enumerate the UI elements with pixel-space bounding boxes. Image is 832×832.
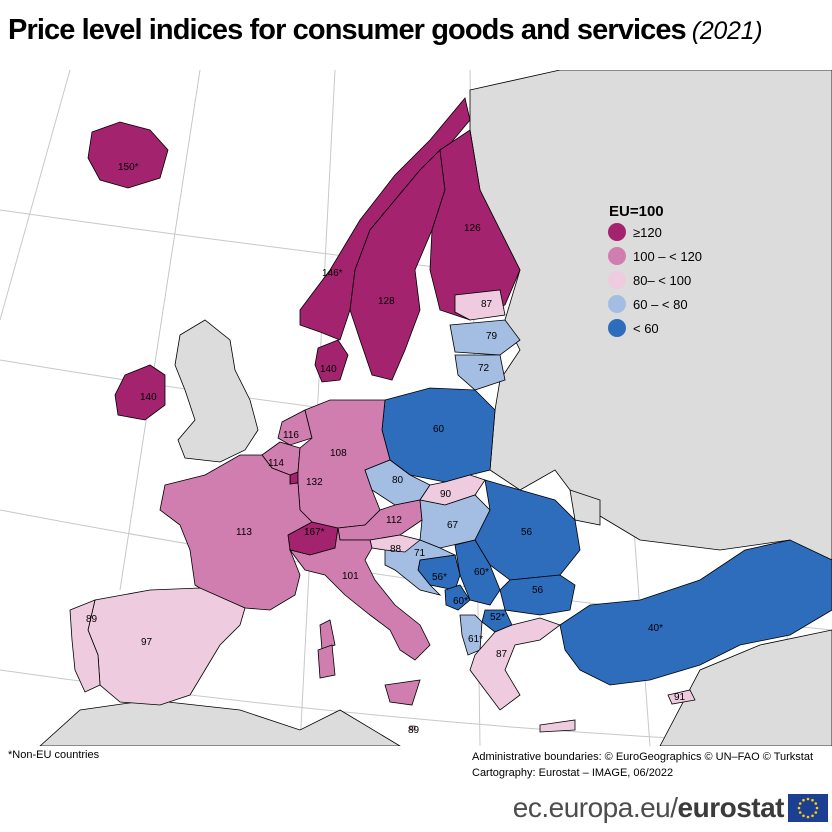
value-switzerland: 167*: [304, 527, 325, 538]
footer-url: ec.europa.eu/: [512, 792, 678, 823]
region-portugal: [69, 599, 101, 693]
region-sardinia: [317, 644, 336, 679]
value-spain: 97: [141, 637, 153, 648]
region-estonia: [454, 289, 506, 321]
region-montenegro: [444, 584, 471, 611]
legend-label-5: < 60: [633, 321, 659, 336]
value-turkey: 40*: [648, 623, 663, 634]
value-ireland: 140: [140, 392, 157, 403]
value-hungary: 67: [447, 520, 459, 531]
region-greece: [469, 617, 561, 711]
value-italy: 101: [342, 571, 359, 582]
legend-title: EU=100: [609, 203, 664, 220]
value-bosnia: 56*: [432, 572, 447, 583]
value-denmark: 140: [320, 364, 337, 375]
legend-swatch-4: [608, 295, 626, 313]
legend-swatch-3: [608, 271, 626, 289]
credits-boundaries: Administrative boundaries: © EuroGeograp…: [472, 751, 814, 763]
legend-item-5: < 60: [608, 319, 659, 337]
value-norway: 146*: [322, 268, 343, 279]
non-covered-land: [39, 70, 832, 746]
region-crete: [539, 719, 576, 733]
region-turkey: [559, 539, 832, 686]
value-germany: 108: [330, 448, 347, 459]
value-lithuania: 72: [478, 363, 490, 374]
legend-label-2: 100 – < 120: [633, 249, 702, 264]
europe-map: 150* 146* 128 126 87 79 72 140 140 60 11…: [0, 70, 832, 746]
region-denmark: [314, 339, 349, 383]
value-france: 113: [236, 527, 252, 538]
region-cyprus: [667, 689, 696, 705]
value-belgium: 114: [268, 458, 284, 469]
value-estonia: 87: [481, 299, 493, 310]
legend-swatch-5: [608, 319, 626, 337]
region-sicily: [384, 679, 421, 706]
legend-item-4: 60 – < 80: [608, 295, 688, 313]
value-north-macedonia: 52*: [490, 612, 505, 623]
value-finland: 126: [464, 223, 481, 234]
value-portugal: 89: [86, 614, 98, 625]
eu-flag-icon: [788, 794, 828, 822]
region-germany: [297, 399, 391, 529]
value-cyprus: 91: [674, 692, 686, 703]
legend-swatch-2: [608, 247, 626, 265]
region-france: [159, 454, 313, 611]
title-year: (2021): [691, 17, 763, 45]
footnote: *Non-EU countries: [8, 749, 100, 761]
region-iceland: [87, 121, 169, 189]
value-sweden: 128: [378, 296, 395, 307]
value-bulgaria: 56: [532, 585, 544, 596]
region-sweden: [349, 149, 446, 381]
title-text: Price level indices for consumer goods a…: [8, 14, 687, 46]
value-romania: 56: [521, 527, 533, 538]
region-italy: [289, 527, 431, 661]
legend-label-1: ≥120: [633, 225, 662, 240]
value-iceland: 150*: [118, 162, 139, 173]
legend-item-1: ≥120: [608, 223, 662, 241]
value-latvia: 79: [486, 331, 498, 342]
value-albania: 61*: [468, 634, 483, 645]
value-croatia: 71: [414, 548, 426, 559]
value-slovakia: 90: [440, 489, 452, 500]
value-austria: 112: [386, 515, 402, 526]
region-netherlands: [277, 409, 313, 446]
credits-cartography: Cartography: Eurostat – IMAGE, 06/2022: [472, 767, 674, 779]
footer-brand: eurostat: [677, 792, 785, 823]
eurostat-footer: ec.europa.eu/eurostat: [472, 790, 828, 826]
region-corsica: [319, 619, 336, 651]
value-slovenia: 88: [390, 544, 402, 555]
region-bulgaria: [499, 574, 576, 616]
legend-label-3: 80– < 100: [633, 273, 691, 288]
credits: Administrative boundaries: © EuroGeograp…: [472, 749, 828, 781]
legend-swatch-1: [608, 223, 626, 241]
value-netherlands: 116: [283, 430, 299, 441]
region-croatia: [384, 539, 457, 596]
region-malta: [409, 725, 416, 731]
value-poland: 60: [433, 424, 445, 435]
legend: EU=100 ≥120 100 – < 120 80– < 100 60 – <…: [608, 203, 702, 337]
map-area: 150* 146* 128 126 87 79 72 140 140 60 11…: [0, 70, 832, 746]
map-title: Price level indices for consumer goods a…: [8, 14, 828, 47]
value-montenegro: 60*: [453, 596, 468, 607]
region-ireland: [114, 364, 166, 421]
value-malta: 89: [408, 725, 420, 736]
region-latvia: [449, 319, 521, 356]
legend-label-4: 60 – < 80: [633, 297, 688, 312]
legend-item-3: 80– < 100: [608, 271, 691, 289]
value-serbia: 60*: [474, 567, 489, 578]
value-luxembourg: 132: [306, 477, 323, 488]
region-lithuania: [454, 354, 506, 391]
region-serbia: [454, 539, 501, 606]
value-czechia: 80: [392, 475, 404, 486]
value-greece: 87: [496, 649, 508, 660]
legend-item-2: 100 – < 120: [608, 247, 702, 265]
